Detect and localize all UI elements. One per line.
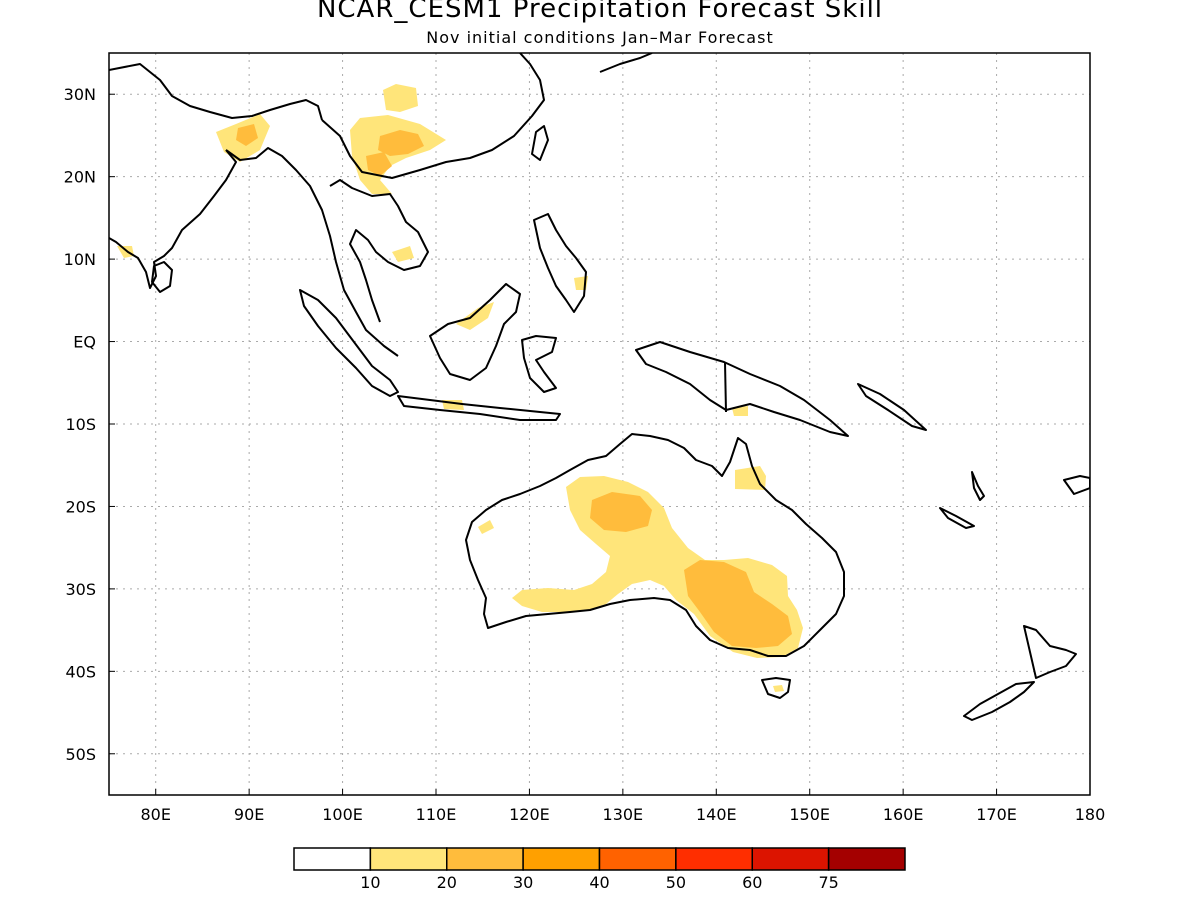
colorbar-label: 30 bbox=[513, 873, 533, 892]
lat-label: 10S bbox=[65, 415, 96, 434]
coast-japan bbox=[599, 53, 653, 73]
axis-labels: 80E 90E 100E 110E 120E 130E 140E 150E 160E 170E 18… bbox=[64, 85, 1106, 824]
coast-new-guinea bbox=[635, 341, 849, 437]
chart-subtitle: Nov initial conditions Jan–Mar Forecast bbox=[426, 28, 774, 47]
lon-label: 150E bbox=[789, 805, 830, 824]
coast-taiwan bbox=[531, 125, 549, 161]
shade-tasmania bbox=[773, 685, 784, 692]
colorbar-label: 20 bbox=[437, 873, 457, 892]
shade-india-south bbox=[117, 246, 134, 258]
coast-tasmania bbox=[761, 677, 791, 699]
shade-borneo bbox=[456, 302, 494, 330]
lat-label: 20N bbox=[64, 168, 96, 187]
colorbar-label: 60 bbox=[742, 873, 762, 892]
colorbar-swatch bbox=[675, 847, 753, 871]
coast-sumatra bbox=[299, 289, 399, 397]
coast-sri-lanka bbox=[151, 261, 173, 293]
coastlines bbox=[109, 53, 1090, 721]
coast-indochina bbox=[329, 179, 429, 323]
grid-lines bbox=[109, 53, 1090, 795]
shade-australia-east bbox=[735, 466, 766, 490]
colorbar-swatch bbox=[522, 847, 601, 871]
coast-new-zealand-north bbox=[1023, 625, 1077, 679]
lon-label: 130E bbox=[603, 805, 644, 824]
coast-solomons bbox=[857, 383, 927, 431]
shade-china-level2-south bbox=[366, 152, 392, 176]
coast-png-border bbox=[724, 361, 727, 413]
colorbar-label: 75 bbox=[818, 873, 838, 892]
shade-china-north bbox=[383, 84, 418, 112]
coast-bay-bengal bbox=[225, 147, 399, 357]
colorbar-swatch bbox=[446, 847, 524, 871]
shade-china-level2 bbox=[378, 130, 424, 156]
shade-australia-west bbox=[478, 520, 494, 534]
lon-label: 180 bbox=[1075, 805, 1106, 824]
coast-borneo bbox=[429, 283, 521, 381]
lat-label: 30S bbox=[65, 580, 96, 599]
lon-label: 80E bbox=[140, 805, 170, 824]
coast-java bbox=[397, 395, 561, 421]
lon-label: 140E bbox=[696, 805, 737, 824]
lat-label: 20S bbox=[65, 497, 96, 516]
lon-label: 120E bbox=[509, 805, 550, 824]
lat-label: EQ bbox=[73, 333, 96, 352]
coast-new-caledonia bbox=[939, 507, 975, 529]
lon-label: 160E bbox=[883, 805, 924, 824]
lon-label: 90E bbox=[234, 805, 264, 824]
lat-label: 50S bbox=[65, 745, 96, 764]
coast-fiji bbox=[1063, 475, 1090, 495]
colorbar: 10 20 30 40 50 60 75 bbox=[293, 847, 906, 892]
coast-himalaya bbox=[109, 63, 323, 121]
chart-title: NCAR_CESM1 Precipitation Forecast Skill bbox=[316, 0, 884, 24]
shade-australia-level2-core bbox=[698, 574, 734, 604]
lon-label: 110E bbox=[416, 805, 457, 824]
colorbar-swatch bbox=[369, 847, 448, 871]
coast-china bbox=[321, 53, 545, 179]
coast-vanuatu bbox=[971, 471, 985, 501]
coast-new-zealand-south bbox=[963, 681, 1035, 721]
coast-philippines bbox=[533, 213, 587, 313]
colorbar-label: 50 bbox=[666, 873, 686, 892]
colorbar-swatch bbox=[598, 847, 677, 871]
coast-india bbox=[109, 149, 237, 289]
colorbar-swatch bbox=[293, 847, 372, 871]
skill-shading bbox=[117, 84, 803, 692]
colorbar-label: 40 bbox=[589, 873, 609, 892]
lat-label: 30N bbox=[64, 85, 96, 104]
shade-australia-level2-north bbox=[590, 492, 652, 532]
lat-label: 10N bbox=[64, 250, 96, 269]
shade-himalaya-level2 bbox=[236, 124, 258, 146]
coast-australia bbox=[465, 433, 845, 657]
lat-label: 40S bbox=[65, 662, 96, 681]
shade-indochina bbox=[392, 246, 414, 262]
coast-sulawesi bbox=[521, 335, 557, 393]
colorbar-swatch bbox=[751, 847, 830, 871]
lon-label: 170E bbox=[976, 805, 1017, 824]
lon-label: 100E bbox=[322, 805, 363, 824]
colorbar-swatch bbox=[827, 847, 906, 871]
colorbar-label: 10 bbox=[360, 873, 380, 892]
